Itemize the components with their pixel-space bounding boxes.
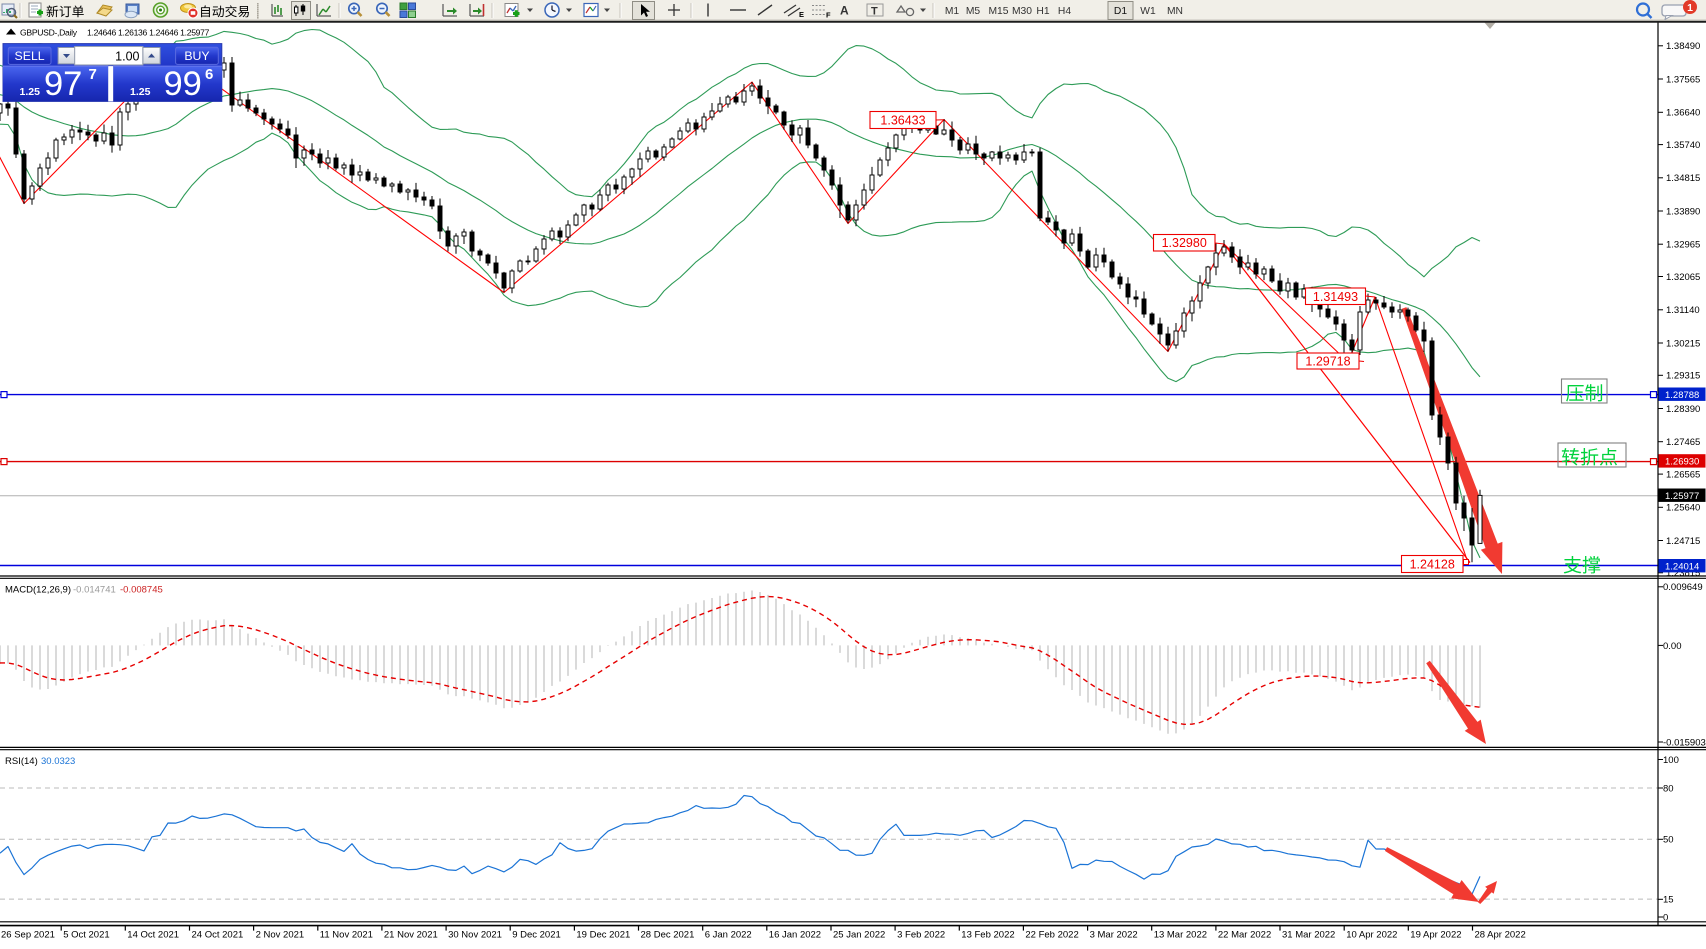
- svg-text:22 Mar 2022: 22 Mar 2022: [1218, 930, 1271, 941]
- svg-text:1.26565: 1.26565: [1666, 470, 1700, 481]
- svg-text:21 Nov 2021: 21 Nov 2021: [384, 930, 438, 941]
- svg-text:0: 0: [1663, 912, 1668, 923]
- svg-text:1.29315: 1.29315: [1666, 371, 1700, 382]
- svg-text:1.26930: 1.26930: [1665, 457, 1699, 468]
- svg-text:H1: H1: [1036, 6, 1049, 17]
- svg-text:1.24646 1.26136 1.24646 1.2597: 1.24646 1.26136 1.24646 1.25977: [87, 27, 210, 37]
- svg-text:1.32065: 1.32065: [1666, 272, 1700, 283]
- svg-text:100: 100: [1663, 755, 1679, 766]
- svg-text:0.009649: 0.009649: [1663, 582, 1703, 593]
- svg-text:28 Apr 2022: 28 Apr 2022: [1475, 930, 1526, 941]
- svg-text:D1: D1: [1114, 6, 1127, 17]
- svg-text:M5: M5: [966, 6, 981, 17]
- svg-text:6: 6: [205, 66, 213, 83]
- svg-text:1.36433: 1.36433: [880, 114, 925, 128]
- svg-text:1.34815: 1.34815: [1666, 173, 1700, 184]
- svg-text:3 Feb 2022: 3 Feb 2022: [897, 930, 945, 941]
- svg-text:50: 50: [1663, 835, 1674, 846]
- svg-text:1.31493: 1.31493: [1313, 290, 1358, 304]
- svg-text:31 Mar 2022: 31 Mar 2022: [1282, 930, 1335, 941]
- svg-text:28 Dec 2021: 28 Dec 2021: [641, 930, 695, 941]
- svg-text:13 Feb 2022: 13 Feb 2022: [961, 930, 1014, 941]
- svg-text:W1: W1: [1140, 6, 1156, 17]
- svg-text:1.25: 1.25: [20, 86, 41, 98]
- svg-text:M30: M30: [1012, 6, 1032, 17]
- svg-text:1.24128: 1.24128: [1410, 558, 1455, 572]
- svg-text:1.00: 1.00: [115, 49, 139, 63]
- svg-text:1.29718: 1.29718: [1305, 355, 1350, 369]
- svg-text:1.28390: 1.28390: [1666, 404, 1700, 415]
- svg-text:1.24715: 1.24715: [1666, 536, 1700, 547]
- svg-text:T: T: [871, 5, 878, 17]
- svg-text:7: 7: [89, 66, 97, 83]
- svg-text:15: 15: [1663, 895, 1674, 906]
- svg-text:BUY: BUY: [184, 49, 209, 63]
- svg-text:SELL: SELL: [15, 49, 45, 63]
- svg-text:1.28788: 1.28788: [1665, 390, 1699, 401]
- svg-text:-0.014741: -0.014741: [73, 585, 116, 596]
- svg-text:E: E: [799, 10, 804, 19]
- svg-text:1.36640: 1.36640: [1666, 108, 1700, 119]
- svg-text:1.24014: 1.24014: [1665, 561, 1699, 572]
- svg-text:1.30215: 1.30215: [1666, 338, 1700, 349]
- svg-text:H4: H4: [1058, 6, 1071, 17]
- svg-text:1.25: 1.25: [130, 86, 151, 98]
- svg-text:3 Mar 2022: 3 Mar 2022: [1090, 930, 1138, 941]
- svg-text:1.25640: 1.25640: [1666, 503, 1700, 514]
- svg-text:1.32980: 1.32980: [1162, 236, 1207, 250]
- svg-text:19 Apr 2022: 19 Apr 2022: [1410, 930, 1461, 941]
- svg-text:2 Nov 2021: 2 Nov 2021: [256, 930, 305, 941]
- svg-text:A: A: [840, 4, 849, 18]
- svg-text:11 Nov 2021: 11 Nov 2021: [320, 930, 373, 941]
- svg-text:99: 99: [164, 65, 202, 103]
- svg-text:30 Nov 2021: 30 Nov 2021: [448, 930, 502, 941]
- svg-text:97: 97: [44, 65, 82, 103]
- svg-text:1.33890: 1.33890: [1666, 206, 1700, 217]
- svg-text:-0.015903: -0.015903: [1663, 737, 1706, 748]
- svg-text:19 Dec 2021: 19 Dec 2021: [576, 930, 630, 941]
- svg-text:10 Apr 2022: 10 Apr 2022: [1346, 930, 1397, 941]
- svg-text:GBPUSD-,Daily: GBPUSD-,Daily: [20, 27, 78, 37]
- svg-text:M15: M15: [988, 6, 1008, 17]
- svg-text:26 Sep 2021: 26 Sep 2021: [1, 930, 55, 941]
- svg-text:14 Oct 2021: 14 Oct 2021: [127, 930, 179, 941]
- svg-text:24 Oct 2021: 24 Oct 2021: [192, 930, 244, 941]
- svg-text:0.00: 0.00: [1663, 641, 1682, 652]
- svg-text:1.37565: 1.37565: [1666, 74, 1700, 85]
- svg-text:F: F: [826, 11, 831, 20]
- svg-text:22 Feb 2022: 22 Feb 2022: [1025, 930, 1078, 941]
- svg-text:6 Jan 2022: 6 Jan 2022: [705, 930, 752, 941]
- svg-text:1.25977: 1.25977: [1665, 491, 1699, 502]
- svg-text:16 Jan 2022: 16 Jan 2022: [769, 930, 821, 941]
- svg-text:5 Oct 2021: 5 Oct 2021: [63, 930, 109, 941]
- svg-text:1.32965: 1.32965: [1666, 240, 1700, 251]
- svg-text:MN: MN: [1167, 6, 1183, 17]
- svg-text:M1: M1: [945, 6, 960, 17]
- svg-text:1.38490: 1.38490: [1666, 41, 1700, 52]
- svg-text:MACD(12,26,9): MACD(12,26,9): [5, 585, 71, 596]
- svg-text:1.31140: 1.31140: [1666, 305, 1700, 316]
- svg-text:1.27465: 1.27465: [1666, 437, 1700, 448]
- svg-text:9 Dec 2021: 9 Dec 2021: [512, 930, 561, 941]
- svg-text:-0.008745: -0.008745: [120, 585, 163, 596]
- svg-text:RSI(14): RSI(14): [5, 756, 38, 767]
- svg-text:30.0323: 30.0323: [41, 756, 75, 767]
- svg-text:13 Mar 2022: 13 Mar 2022: [1154, 930, 1207, 941]
- svg-text:80: 80: [1663, 783, 1674, 794]
- svg-text:1: 1: [1687, 2, 1693, 14]
- svg-text:25 Jan 2022: 25 Jan 2022: [833, 930, 885, 941]
- svg-text:1.35740: 1.35740: [1666, 140, 1700, 151]
